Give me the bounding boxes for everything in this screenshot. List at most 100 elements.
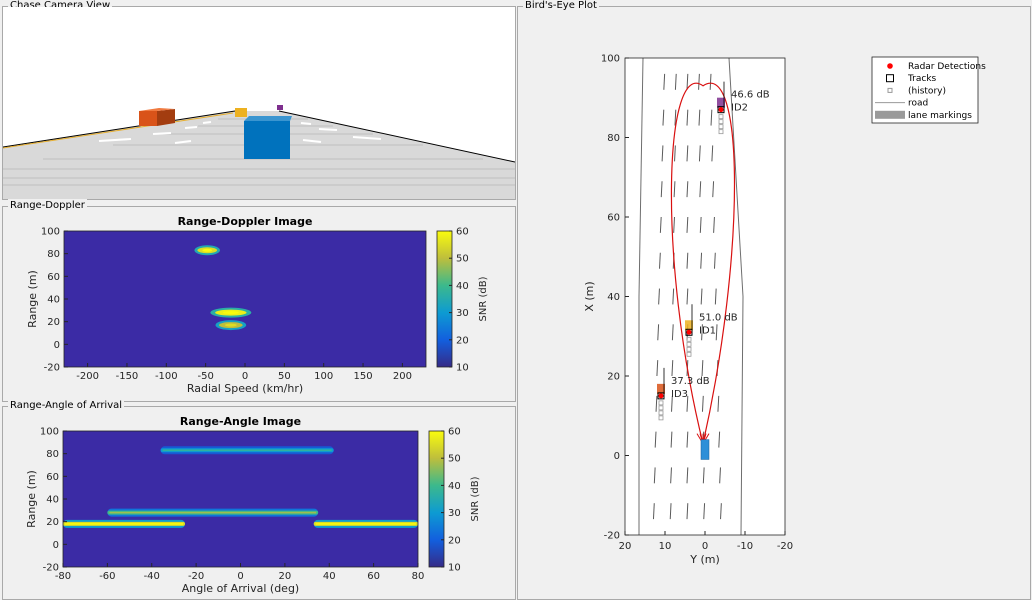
- colorbar-tick-label: 60: [448, 427, 461, 438]
- target-vehicle: [685, 320, 693, 331]
- vehicle-purple: [277, 105, 283, 110]
- lane-marking: [686, 395, 689, 412]
- lane-marking: [686, 181, 689, 198]
- y-tick-label: 100: [601, 54, 620, 65]
- road-edge-yellow: [3, 112, 234, 149]
- radar-coverage-area: [670, 82, 736, 444]
- lane-marking: [701, 324, 703, 341]
- rd-y-axis-label: Range (m): [26, 270, 39, 328]
- lane-marking: [686, 73, 689, 90]
- lane-marking: [656, 360, 659, 377]
- x-tick-label: 60: [367, 571, 380, 582]
- x-tick-label: 10: [659, 541, 672, 552]
- lane-marking: [711, 145, 714, 162]
- track-marker: [717, 106, 725, 114]
- lane-marking: [700, 252, 703, 269]
- track-history-marker: [718, 114, 724, 120]
- birds-eye-panel: Bird's-Eye Plot 46.6 dB ID2 51.0 dB ID1 37.3…: [517, 0, 1031, 600]
- y-tick-label: 100: [40, 427, 59, 438]
- legend-label: lane markings: [908, 111, 972, 121]
- colorbar-tick-label: 30: [456, 308, 469, 319]
- track-history-marker: [658, 400, 664, 406]
- legend-symbol-track: [886, 74, 894, 83]
- range-doppler-chart: Range-Doppler Image-200 -150 -100 -50 0 50 100…: [26, 215, 489, 395]
- rd-colorbar: [436, 230, 453, 368]
- range-doppler-panel: Range-Doppler Range-Doppler Image -200 -15…: [2, 199, 516, 402]
- colorbar-tick-label: 20: [448, 535, 461, 546]
- y-tick-label: 0: [53, 540, 59, 551]
- track-history-marker: [718, 124, 724, 130]
- lane-marking: [686, 145, 689, 162]
- track-history-marker: [658, 405, 664, 411]
- lane-marking: [671, 395, 673, 412]
- lane-marking: [662, 109, 665, 126]
- lane-marking: [673, 216, 675, 233]
- lane-marking: [661, 145, 664, 162]
- road-edge-left: [3, 110, 236, 148]
- colorbar-tick-label: 50: [448, 454, 461, 465]
- y-tick-label: -20: [43, 563, 59, 574]
- x-tick-label: 0: [242, 371, 248, 382]
- lane-marking: [702, 467, 705, 484]
- lane-marking: [686, 503, 689, 520]
- range-doppler-title: Range-Doppler: [8, 199, 87, 213]
- track-history-marker: [686, 341, 692, 347]
- colorbar-tick-label: 10: [456, 363, 469, 374]
- y-tick-label: 100: [41, 227, 60, 238]
- lane-marking: [653, 467, 656, 484]
- y-tick-label: 80: [46, 449, 59, 460]
- lane-marking: [672, 288, 675, 305]
- lane-marks: [98, 121, 382, 144]
- track-id-label: ID2: [731, 103, 748, 114]
- ra-colorbar: [428, 430, 445, 568]
- x-tick-label: -50: [197, 371, 213, 382]
- track-history-marker: [686, 336, 692, 342]
- radar-detection: [718, 107, 724, 113]
- colorbar-tick-label: 40: [448, 481, 461, 492]
- target-vehicle: [657, 383, 665, 394]
- vehicle-yellow: [235, 108, 247, 117]
- lane-marking: [659, 216, 662, 233]
- legend-symbol-detection: [887, 63, 893, 69]
- colorbar-tick-label: 20: [456, 335, 469, 346]
- legend-symbol-history: [887, 87, 893, 93]
- y-tick-label: -20: [44, 363, 60, 374]
- lane-marking: [670, 431, 673, 448]
- lane-marking: [686, 109, 689, 126]
- track-id-label: ID3: [671, 389, 688, 400]
- lane-marking: [674, 145, 676, 162]
- detection-blob-core: [202, 248, 213, 252]
- lane-marking: [658, 288, 660, 305]
- legend-symbol-lane: [875, 110, 905, 119]
- lane-marking: [701, 360, 704, 377]
- lane-marking: [669, 503, 672, 520]
- track-snr-label: 46.6 dB: [731, 90, 770, 101]
- legend-label: Radar Detections: [908, 62, 986, 72]
- y-tick-label: 0: [54, 340, 60, 351]
- lane-marking: [717, 395, 720, 412]
- x-tick-label: -40: [144, 571, 160, 582]
- lane-marking: [712, 181, 715, 198]
- ego-vehicle: [700, 439, 710, 460]
- colorbar-tick-label: 10: [448, 563, 461, 574]
- track-marker: [685, 328, 693, 336]
- x-tick-label: 200: [393, 371, 412, 382]
- detection-streak-core: [315, 523, 416, 525]
- track-history-marker: [718, 119, 724, 125]
- lane-marking: [671, 324, 674, 341]
- y-tick-label: 20: [47, 317, 60, 328]
- y-tick-label: 40: [47, 295, 60, 306]
- y-tick-label: 60: [607, 213, 620, 224]
- x-tick-label: -60: [99, 571, 115, 582]
- rd-colorbar-label: SNR (dB): [478, 276, 489, 321]
- lane-marking: [670, 467, 672, 484]
- rd-x-axis-label: Radial Speed (km/hr): [187, 382, 303, 395]
- chase-camera-panel: Chase Camera View: [2, 0, 516, 200]
- birds-eye-plot-area: [625, 58, 785, 535]
- lane-marking: [686, 467, 689, 484]
- y-tick-label: 40: [46, 495, 59, 506]
- colorbar-tick-label: 40: [456, 281, 469, 292]
- legend-label: road: [908, 99, 928, 109]
- x-tick-label: 150: [353, 371, 372, 382]
- vehicle-orange: [139, 108, 175, 126]
